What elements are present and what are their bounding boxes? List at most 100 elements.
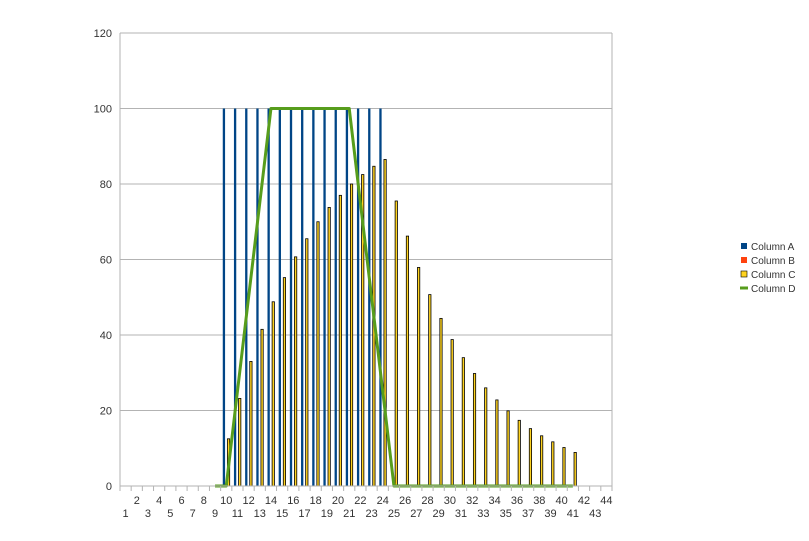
bar-column-a [267, 108, 270, 486]
x-tick-label: 33 [477, 508, 489, 520]
bar-column-c [249, 361, 253, 487]
bar-column-c [461, 357, 465, 487]
bar-column-c [260, 328, 264, 487]
legend-label-2: Column B [751, 256, 795, 267]
bar-column-a [301, 108, 304, 486]
x-tick-label: 27 [410, 508, 422, 520]
legend-swatch-3 [740, 270, 748, 278]
bar-column-c [573, 452, 577, 487]
bar-column-c [405, 235, 410, 487]
bar-column-c [349, 183, 354, 487]
x-tick-label: 7 [190, 508, 196, 520]
x-tick-label: 6 [178, 495, 184, 507]
bar-column-c [282, 277, 287, 487]
x-tick-label: 42 [578, 495, 590, 507]
bar-column-a [368, 108, 371, 486]
x-tick-label: 37 [522, 508, 534, 520]
y-tick-label: 20 [100, 406, 112, 418]
bar-column-c [439, 317, 443, 487]
bar-column-a [278, 108, 281, 486]
x-tick-label: 30 [444, 495, 456, 507]
bar-column-a [289, 108, 293, 486]
bar-column-c [528, 428, 533, 487]
bar-column-c [294, 256, 298, 487]
bar-column-c [495, 399, 499, 487]
bar-column-c [562, 447, 566, 487]
bar-column-c [517, 419, 521, 487]
x-tick-label: 31 [455, 508, 467, 520]
x-tick-label: 5 [167, 508, 173, 520]
x-tick-label: 14 [265, 495, 277, 507]
x-tick-label: 44 [600, 495, 612, 507]
bar-column-c [271, 301, 275, 487]
x-tick-label: 18 [310, 495, 322, 507]
bar-column-a [323, 108, 326, 486]
bar-column-c [327, 207, 331, 487]
x-tick-label: 35 [500, 508, 512, 520]
x-tick-label: 16 [287, 495, 299, 507]
x-tick-label: 1 [123, 508, 129, 520]
x-tick-label: 26 [399, 495, 411, 507]
x-tick-label: 34 [488, 495, 500, 507]
bar-column-a [334, 108, 337, 486]
x-tick-label: 17 [298, 508, 310, 520]
x-tick-label: 12 [242, 495, 254, 507]
y-tick-label: 60 [100, 255, 112, 267]
x-tick-label: 15 [276, 508, 288, 520]
x-tick-label: 39 [544, 508, 556, 520]
bar-column-c [472, 373, 477, 487]
bar-column-c [428, 294, 432, 487]
bar-column-a [379, 108, 382, 486]
x-tick-label: 10 [220, 495, 232, 507]
legend-label-4: Column D [751, 284, 795, 295]
axes: 0204060801001201234567891011121314151617… [94, 28, 613, 520]
x-tick-label: 8 [201, 495, 207, 507]
y-tick-label: 80 [100, 179, 112, 191]
x-tick-label: 40 [556, 495, 568, 507]
bar-column-c [305, 238, 309, 487]
x-tick-label: 32 [466, 495, 478, 507]
x-tick-label: 29 [433, 508, 445, 520]
legend-label-3: Column C [751, 270, 795, 281]
bar-column-c [383, 159, 387, 487]
legend: Column A Column B Column C Column D [740, 242, 795, 295]
y-tick-label: 120 [94, 28, 112, 40]
y-tick-label: 0 [106, 481, 112, 493]
bar-column-a [222, 108, 226, 486]
bar-column-c [540, 435, 544, 487]
bar-column-a [256, 108, 259, 486]
x-tick-label: 43 [589, 508, 601, 520]
x-tick-label: 4 [156, 495, 162, 507]
gridlines [120, 32, 613, 487]
x-tick-label: 11 [232, 508, 243, 520]
x-tick-label: 28 [421, 495, 433, 507]
x-tick-label: 3 [145, 508, 151, 520]
x-tick-label: 20 [332, 495, 344, 507]
bar-column-a [233, 108, 237, 486]
bar-column-a [345, 108, 349, 486]
x-tick-label: 38 [533, 495, 545, 507]
bars [222, 108, 577, 487]
bar-column-a [245, 108, 248, 486]
x-tick-label: 23 [365, 508, 377, 520]
bar-column-c [417, 267, 421, 487]
bar-column-c [484, 387, 488, 487]
bar-column-c [450, 339, 454, 487]
bar-column-c [551, 441, 555, 487]
x-tick-label: 41 [567, 508, 579, 520]
bar-column-c [316, 221, 320, 487]
x-tick-label: 9 [212, 508, 218, 520]
bar-column-a [312, 108, 315, 486]
bar-column-a [356, 108, 360, 486]
legend-label-1: Column A [751, 242, 795, 253]
bar-column-c [506, 410, 510, 487]
x-tick-label: 36 [511, 495, 523, 507]
legend-swatch-1 [741, 243, 747, 249]
x-tick-label: 21 [343, 508, 355, 520]
bar-column-c [338, 194, 342, 487]
y-tick-label: 40 [100, 330, 112, 342]
x-tick-label: 24 [377, 495, 389, 507]
bar-column-c [238, 398, 242, 487]
